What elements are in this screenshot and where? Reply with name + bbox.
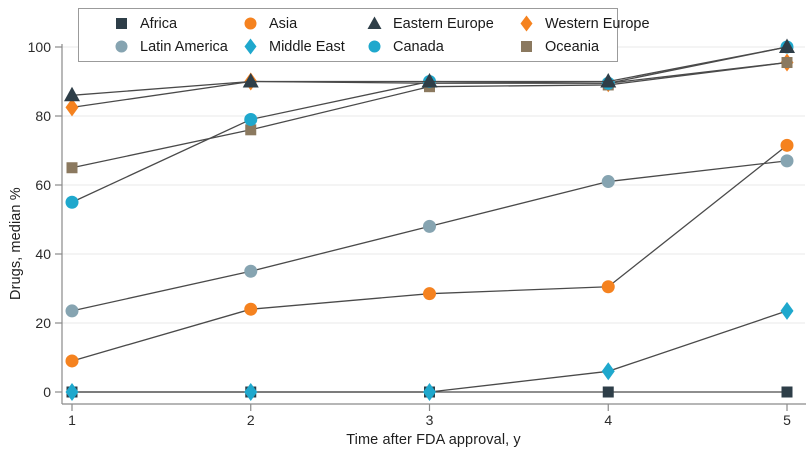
x-tick-label-5: 5: [783, 412, 791, 428]
oceania-legend-marker-icon: [521, 41, 532, 52]
marker-eastern-europe-x2: [242, 73, 259, 88]
marker-western-europe-x1: [65, 98, 79, 117]
marker-eastern-europe-x4: [600, 73, 617, 88]
marker-asia-x1: [65, 354, 79, 368]
legend-item-label: Africa: [140, 15, 178, 32]
marker-asia-x3: [423, 287, 436, 301]
legend-item-middle-east: Middle East: [242, 35, 366, 58]
legend-item-canada: Canada: [366, 35, 518, 58]
x-tick-label-3: 3: [426, 412, 434, 428]
marker-oceania-x1: [66, 162, 78, 174]
latin-america-legend-marker-icon: [115, 40, 128, 53]
marker-middle-east-x4: [601, 362, 615, 381]
western-europe-legend-marker-icon: [520, 15, 533, 32]
marker-middle-east-x1: [65, 383, 79, 401]
x-tick-label-1: 1: [68, 412, 76, 428]
marker-canada-x2: [244, 112, 258, 126]
legend-item-label: Western Europe: [545, 15, 650, 32]
legend-item-label: Latin America: [140, 38, 228, 55]
marker-latin-america-x5: [780, 154, 794, 168]
canada-legend-marker-icon: [368, 40, 381, 53]
y-tick-label-40: 40: [35, 246, 51, 262]
legend-item-latin-america: Latin America: [113, 35, 242, 58]
marker-eastern-europe-x5: [779, 38, 795, 53]
marker-oceania-x5: [781, 57, 793, 69]
marker-africa-x4: [602, 386, 614, 398]
asia-legend-marker-icon: [244, 17, 257, 30]
legend-item-label: Asia: [269, 15, 298, 32]
marker-latin-america-x4: [601, 175, 615, 189]
legend-item-label: Oceania: [545, 38, 600, 55]
legend-item-label: Eastern Europe: [393, 15, 494, 32]
marker-latin-america-x2: [244, 264, 258, 278]
africa-legend-marker-icon: [116, 18, 127, 29]
x-tick-label-2: 2: [247, 412, 255, 428]
series-line-asia: [71, 144, 788, 362]
marker-asia-x5: [780, 138, 794, 152]
marker-latin-america-x3: [423, 219, 436, 233]
marker-latin-america-x1: [65, 304, 79, 318]
y-tick-label-20: 20: [35, 315, 51, 331]
legend-item-label: Canada: [393, 38, 444, 55]
marker-canada-x1: [65, 195, 79, 209]
legend-item-oceania: Oceania: [518, 35, 650, 58]
y-tick-label-80: 80: [35, 108, 51, 124]
marker-middle-east-x3: [423, 383, 436, 401]
marker-middle-east-x2: [244, 383, 258, 401]
y-axis-title: Drugs, median %: [8, 187, 24, 300]
x-tick-label-4: 4: [604, 412, 612, 428]
y-tick-label-0: 0: [43, 384, 51, 400]
legend: Africa Latin America Asia Middle East Easter…: [78, 8, 650, 62]
legend-item-western-europe: Western Europe: [518, 12, 650, 35]
legend-item-asia: Asia: [242, 12, 366, 35]
marker-eastern-europe-x1: [64, 86, 80, 102]
marker-asia-x2: [244, 302, 258, 316]
marker-eastern-europe-x3: [421, 73, 438, 88]
eastern-europe-legend-marker-icon: [367, 16, 382, 29]
marker-middle-east-x5: [780, 301, 794, 320]
legend-item-eastern-europe: Eastern Europe: [366, 12, 518, 35]
legend-item-label: Middle East: [269, 38, 345, 55]
y-tick-label-100: 100: [28, 39, 52, 55]
y-tick-label-60: 60: [35, 177, 51, 193]
legend-item-africa: Africa: [113, 12, 242, 35]
series-line-canada: [71, 46, 788, 203]
marker-africa-x5: [781, 386, 793, 398]
marker-asia-x4: [601, 280, 615, 294]
middle-east-legend-marker-icon: [244, 38, 257, 55]
marker-oceania-x2: [245, 124, 257, 136]
x-axis-title: Time after FDA approval, y: [346, 432, 521, 448]
